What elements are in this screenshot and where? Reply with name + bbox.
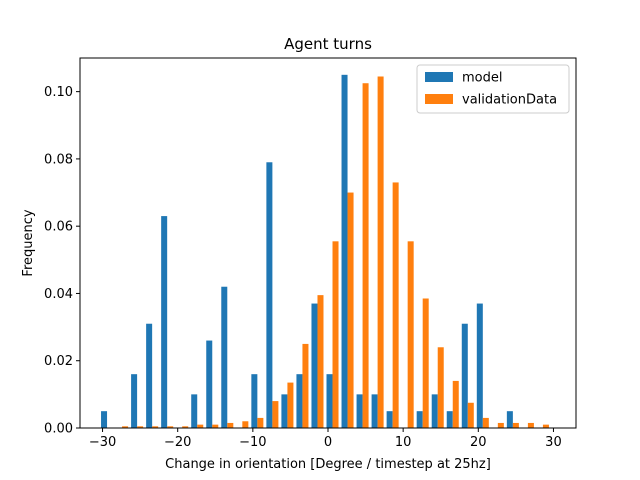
x-tick-label: −30 — [89, 435, 116, 450]
x-tick-label: 10 — [395, 435, 412, 450]
y-tick-label: 0.00 — [44, 422, 73, 437]
bar-validationData-12 — [287, 382, 294, 428]
bar-validationData-1 — [122, 426, 129, 428]
bar-model-6 — [191, 394, 198, 428]
bar-model-4 — [161, 216, 168, 428]
bar-model-0 — [101, 411, 108, 428]
bar-model-25 — [476, 303, 483, 428]
legend-box — [416, 64, 570, 114]
bar-validationData-9 — [242, 421, 249, 428]
plot-area — [101, 74, 549, 428]
legend-swatch-model — [425, 72, 453, 82]
legend: model validationData — [416, 64, 570, 114]
bar-model-2 — [131, 374, 138, 428]
bar-model-17 — [356, 394, 363, 428]
bar-validationData-24 — [467, 402, 474, 428]
bar-model-21 — [416, 411, 423, 428]
bar-model-15 — [326, 374, 333, 428]
bar-model-14 — [311, 303, 318, 428]
bar-validationData-23 — [452, 380, 459, 428]
bar-model-10 — [251, 374, 258, 428]
bar-model-3 — [146, 323, 153, 428]
bar-validationData-11 — [272, 401, 279, 428]
y-axis-label: Frequency — [21, 209, 36, 276]
bar-validationData-8 — [227, 422, 234, 428]
y-tick-label: 0.02 — [44, 354, 73, 369]
bar-model-12 — [281, 394, 288, 428]
bar-validationData-29 — [542, 424, 549, 428]
bar-validationData-25 — [482, 417, 489, 428]
bar-validationData-19 — [392, 182, 399, 428]
bar-model-16 — [341, 74, 348, 428]
x-tick-label: 0 — [324, 435, 332, 450]
bar-validationData-21 — [422, 298, 429, 428]
bar-model-18 — [371, 394, 378, 428]
y-tick-label: 0.10 — [44, 85, 73, 100]
bar-model-24 — [461, 323, 468, 428]
y-tick-label: 0.06 — [44, 220, 73, 235]
bar-validationData-5 — [182, 426, 189, 428]
bar-validationData-13 — [302, 343, 309, 428]
legend-swatch-validationData — [425, 94, 453, 104]
bar-validationData-7 — [212, 424, 219, 428]
bar-validationData-4 — [167, 426, 174, 428]
y-axis: 0.00 0.02 0.04 0.06 0.08 0.10 — [44, 85, 80, 437]
bar-validationData-3 — [152, 426, 159, 428]
x-tick-label: 30 — [545, 435, 562, 450]
bar-validationData-16 — [347, 192, 354, 428]
x-axis-label: Change in orientation [Degree / timestep… — [165, 457, 491, 472]
bar-validationData-17 — [362, 83, 369, 428]
bar-validationData-2 — [137, 426, 144, 428]
bar-model-23 — [446, 411, 453, 428]
bar-validationData-14 — [317, 295, 324, 428]
bar-validationData-6 — [197, 424, 204, 428]
y-tick-label: 0.04 — [44, 287, 73, 302]
legend-label-validationData: validationData — [462, 93, 557, 108]
bar-validationData-26 — [497, 422, 504, 428]
bar-model-7 — [206, 340, 213, 428]
bar-validationData-27 — [512, 422, 519, 428]
legend-label-model: model — [462, 71, 502, 86]
bar-model-19 — [386, 411, 393, 428]
bar-model-22 — [431, 394, 438, 428]
bar-validationData-18 — [377, 76, 384, 428]
bar-model-11 — [266, 162, 273, 428]
x-tick-label: −20 — [164, 435, 191, 450]
bar-model-13 — [296, 374, 303, 428]
bar-model-8 — [221, 286, 228, 428]
bar-validationData-22 — [437, 347, 444, 428]
bar-validationData-20 — [407, 241, 414, 428]
bar-validationData-15 — [332, 241, 339, 428]
bar-validationData-10 — [257, 417, 264, 428]
x-tick-label: −10 — [239, 435, 266, 450]
chart-title: Agent turns — [284, 35, 372, 53]
y-tick-label: 0.08 — [44, 152, 73, 167]
bar-validationData-28 — [527, 422, 534, 428]
bar-model-27 — [506, 411, 513, 428]
x-tick-label: 20 — [470, 435, 487, 450]
x-axis: −30 −20 −10 0 10 20 30 — [89, 428, 562, 450]
